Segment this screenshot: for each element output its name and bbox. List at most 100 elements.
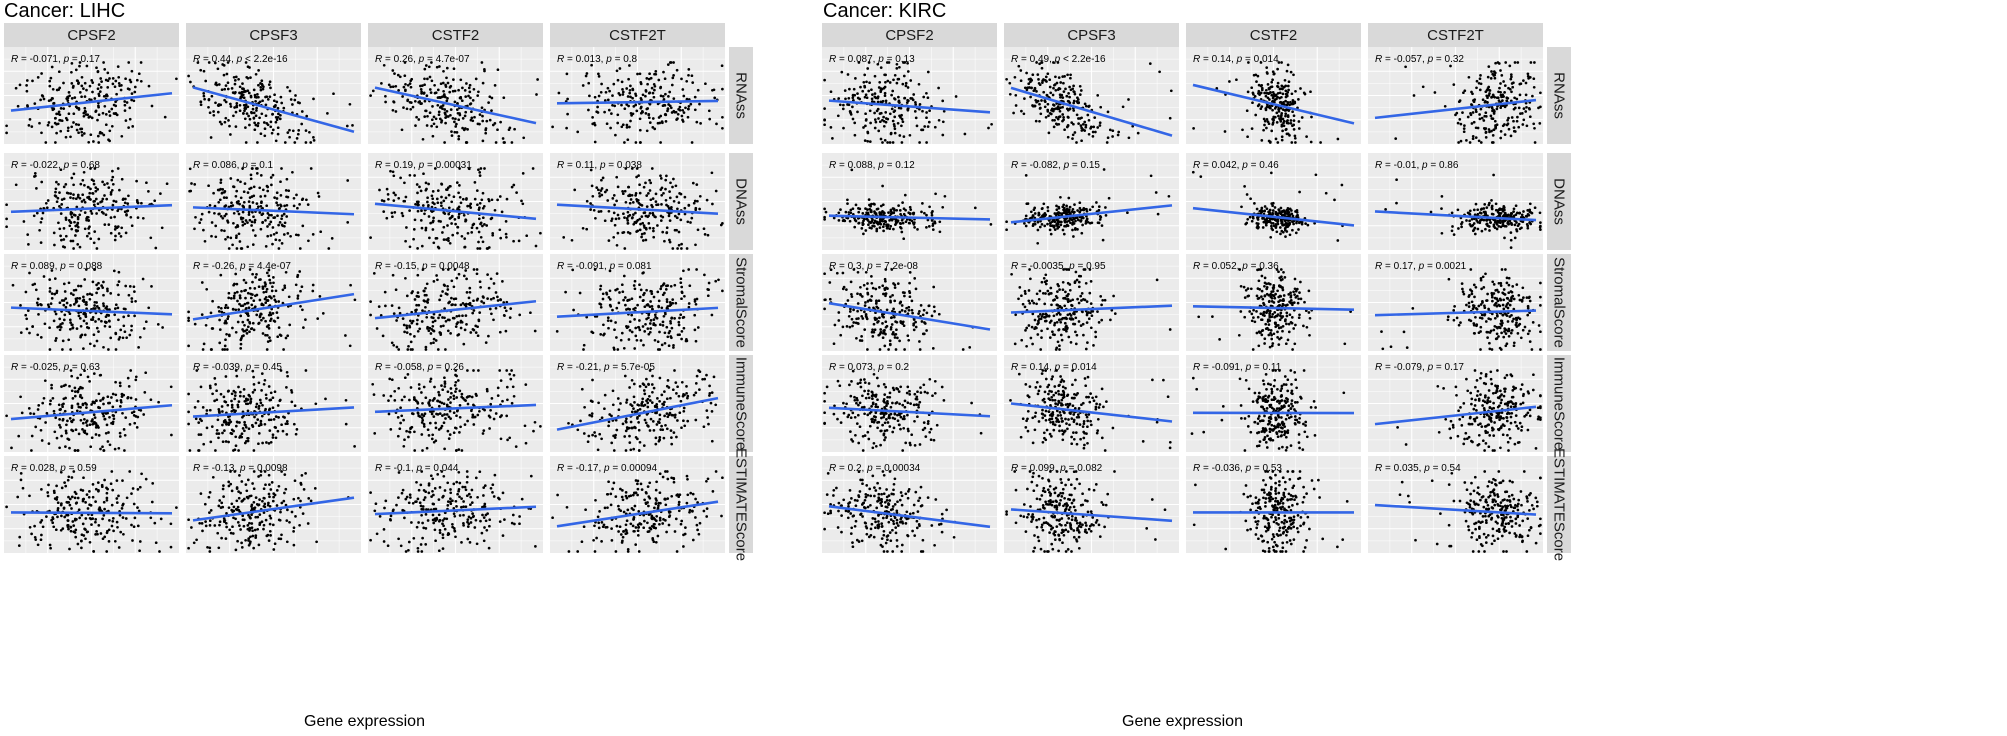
data-point [224,212,228,216]
data-point [432,312,436,316]
data-point [628,213,632,217]
data-point [715,122,718,126]
data-point [150,285,153,288]
data-point [295,137,299,140]
data-point [20,411,24,415]
data-point [428,75,432,79]
data-point [101,445,104,449]
data-point [691,81,695,84]
regression-line [192,292,355,321]
data-point [465,396,469,399]
data-point [139,61,143,64]
data-point [255,106,258,110]
data-point [614,321,617,324]
data-point [226,87,230,91]
data-point [689,221,692,224]
data-point [625,103,629,106]
data-point [264,95,267,99]
data-point [269,120,273,124]
data-point [637,428,641,432]
data-point [204,323,208,327]
data-point [419,88,423,91]
data-point [297,129,301,132]
data-point [279,204,283,208]
data-point [261,87,265,91]
data-point [27,407,31,410]
data-point [503,314,506,317]
data-point [137,346,140,349]
data-point [645,205,649,208]
data-point [515,191,518,194]
data-point [643,330,647,333]
data-point [389,514,393,518]
data-point [234,507,238,511]
data-point [247,114,250,118]
data-point [55,484,58,488]
data-point [73,531,77,534]
data-point [263,127,267,131]
data-point [624,200,628,204]
data-point [230,489,234,493]
data-point [41,525,45,529]
data-point [455,449,458,452]
data-point [31,79,34,83]
data-point [399,421,402,425]
data-point [314,402,318,406]
data-point [489,217,493,221]
data-point [257,101,261,105]
data-point [285,203,289,207]
data-point [263,297,267,301]
data-point [409,386,413,389]
data-point [271,173,275,177]
data-point [208,511,211,514]
data-point [41,401,45,405]
data-point [688,284,692,288]
data-point [271,312,275,315]
data-point [74,105,78,109]
data-point [274,238,278,242]
data-point [659,219,663,222]
data-point [259,82,262,85]
data-point [108,77,111,80]
data-point [706,233,710,237]
data-point [430,124,433,128]
data-point [264,219,267,222]
data-point [414,124,417,127]
data-point [127,61,131,64]
data-point [471,99,475,102]
data-point [259,195,263,198]
data-point [413,218,417,222]
data-point [648,102,652,106]
data-point [77,508,81,512]
data-point [456,225,460,229]
data-point [195,538,198,542]
data-point [562,236,566,239]
data-point [60,434,63,438]
data-point [599,284,603,288]
data-point [17,434,21,438]
data-point [460,99,464,103]
data-point [405,226,408,229]
data-point [251,280,254,284]
data-point [674,301,678,305]
data-point [214,224,218,228]
data-point [74,528,78,532]
stat-p-value: 0.081 [627,261,652,272]
data-point [692,393,696,397]
data-point [106,287,109,291]
data-point [426,114,429,118]
data-point [234,91,237,94]
data-point [124,231,128,235]
data-point [270,131,274,135]
data-point [652,82,656,86]
stat-equals: = [564,362,575,373]
data-point [421,418,425,422]
data-point [453,100,457,104]
data-point [189,80,192,84]
data-point [204,520,207,523]
data-point [284,189,288,192]
data-point [658,399,661,403]
data-point [60,502,63,505]
data-point [471,415,474,419]
